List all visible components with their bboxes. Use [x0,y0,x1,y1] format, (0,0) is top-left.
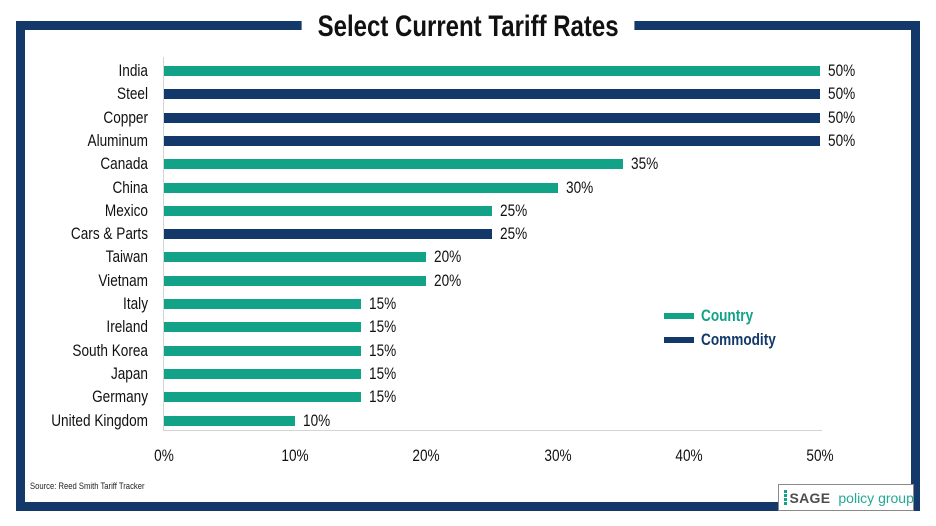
legend-item-commodity: Commodity [664,330,795,349]
value-label: 50% [828,131,856,150]
bar-country [164,66,820,76]
value-label: 20% [434,271,462,290]
category-label: Steel [117,84,148,103]
category-label: Aluminum [87,131,148,150]
x-tick-label: 30% [544,446,572,465]
value-label: 35% [631,154,659,173]
bar-country [164,183,558,193]
y-axis-line [163,57,164,431]
source-note: Source: Reed Smith Tariff Tracker [30,481,145,491]
x-tick-label: 0% [154,446,174,465]
category-label: Canada [100,154,148,173]
x-tick-label: 50% [806,446,834,465]
category-label: Japan [110,364,148,383]
x-axis-line [163,430,822,431]
category-label: Cars & Parts [70,224,148,243]
legend-label-commodity: Commodity [701,330,776,349]
sage-policy-group-logo: SAGE policy group [778,484,914,511]
bar-commodity [164,229,492,239]
value-label: 30% [566,178,594,197]
bar-country [164,392,361,402]
value-label: 25% [500,224,528,243]
country-swatch-icon [664,313,694,319]
value-label: 50% [828,108,856,127]
bar-country [164,206,492,216]
value-label: 15% [369,341,397,360]
chart-title-wrap: Select Current Tariff Rates [0,10,936,44]
category-label: Taiwan [105,247,148,266]
category-label: Italy [123,294,148,313]
x-tick-label: 10% [281,446,309,465]
category-label: Germany [92,387,148,406]
value-label: 10% [303,411,331,430]
value-label: 15% [369,387,397,406]
bar-country [164,252,426,262]
value-label: 15% [369,317,397,336]
logo-suffix-text: policy group [838,489,914,506]
bar-country [164,299,361,309]
value-label: 50% [828,84,856,103]
value-label: 20% [434,247,462,266]
category-label: South Korea [72,341,148,360]
x-tick-label: 40% [675,446,703,465]
value-label: 50% [828,61,856,80]
legend-label-country: Country [701,306,754,325]
dots-icon [784,490,787,505]
bar-country [164,276,426,286]
bar-country [164,416,295,426]
category-label: Vietnam [98,271,148,290]
chart-title: Select Current Tariff Rates [301,10,635,44]
x-tick-label: 20% [412,446,440,465]
category-label: India [118,61,149,80]
value-label: 15% [369,294,397,313]
bar-country [164,346,361,356]
commodity-swatch-icon [664,337,694,343]
bar-commodity [164,113,820,123]
bar-country [164,322,361,332]
category-label: Ireland [106,317,148,336]
logo-brand-text: SAGE [789,489,831,506]
category-label: United Kingdom [51,411,148,430]
bar-country [164,369,361,379]
value-label: 15% [369,364,397,383]
bar-commodity [164,136,820,146]
value-label: 25% [500,201,528,220]
category-label: China [112,178,148,197]
category-label: Copper [103,108,148,127]
bar-country [164,159,623,169]
category-label: Mexico [104,201,148,220]
legend-item-country: Country [664,306,766,325]
bar-commodity [164,89,820,99]
